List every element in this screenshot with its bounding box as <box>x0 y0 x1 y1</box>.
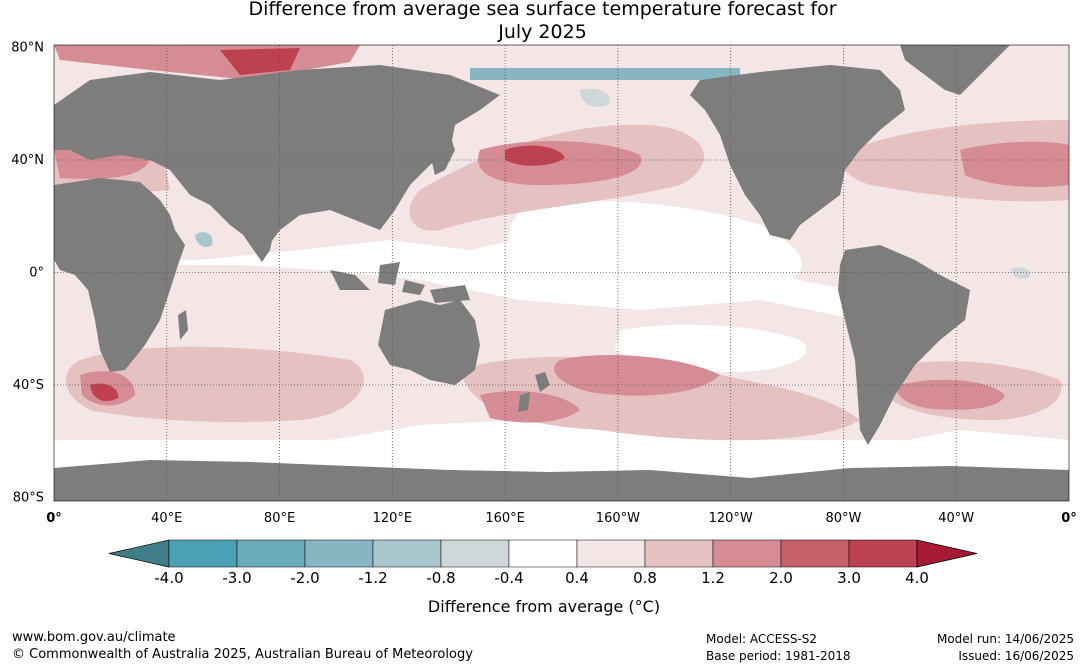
anomaly-zone <box>505 145 565 166</box>
longitude-labels: 0° 40°E 80°E 120°E 160°E 160°W 120°W 80°W 40°W 0° <box>46 511 1077 526</box>
land-madagascar <box>178 310 188 340</box>
land-india <box>235 212 275 262</box>
colorbar-bin <box>372 539 442 568</box>
colorbar-bin <box>644 539 714 568</box>
colorbar-tick-label: -0.4 <box>494 569 523 587</box>
colorbar-tick-label: 4.0 <box>905 569 929 587</box>
latitude-label: 0° <box>29 266 44 281</box>
land-antarctica <box>54 460 1069 501</box>
latitude-label: 80°N <box>11 41 44 56</box>
land-indonesia <box>330 262 470 303</box>
chart-title: Difference from average sea surface temp… <box>0 0 1085 44</box>
latitude-label: 80°S <box>13 491 44 506</box>
colorbar-bin <box>780 539 850 568</box>
colorbar-bin <box>304 539 374 568</box>
colorbar-tick-label: 1.2 <box>701 569 725 587</box>
colorbar-bin <box>168 539 238 568</box>
colorbar-tick-label: 0.4 <box>565 569 589 587</box>
anomaly-zone <box>90 383 119 402</box>
anomaly-zone <box>66 346 364 422</box>
issued-text: Issued: 16/06/2025 <box>958 649 1074 663</box>
base-period-text: Base period: 1981-2018 <box>706 649 851 663</box>
anomaly-zone <box>897 379 1005 410</box>
colorbar: -4.0 -3.0 -2.0 -1.2 -0.8 -0.4 0.4 0.8 1.2 2.0 3.0 4… <box>108 539 978 587</box>
longitude-label: 160°W <box>596 511 640 526</box>
land-eurasia <box>54 65 500 250</box>
land-greenland <box>900 45 1010 95</box>
title-line-1: Difference from average sea surface temp… <box>248 0 837 20</box>
longitude-label: 120°W <box>709 511 753 526</box>
colorbar-min-arrow <box>108 539 170 568</box>
land-new-zealand <box>518 372 550 412</box>
longitude-label: 80°E <box>264 511 295 526</box>
latitude-label: 40°S <box>13 378 44 393</box>
latitude-label: 40°N <box>11 153 44 168</box>
colorbar-bin <box>508 539 578 568</box>
anomaly-zone <box>554 355 720 396</box>
colorbar-tick-label: -0.8 <box>426 569 455 587</box>
anomaly-zone <box>220 48 300 75</box>
longitude-label: 0° <box>1061 511 1077 526</box>
land-masses <box>54 45 1069 501</box>
longitude-label: 160°E <box>485 511 525 526</box>
copyright-text: © Commonwealth of Australia 2025, Austra… <box>12 647 473 662</box>
land-australia <box>378 300 480 385</box>
colorbar-tick-label: -1.2 <box>358 569 387 587</box>
colorbar-tick-label: -3.0 <box>222 569 251 587</box>
longitude-label: 120°E <box>373 511 413 526</box>
land-south-america <box>838 245 970 445</box>
website-text: www.bom.gov.au/climate <box>12 630 176 645</box>
longitude-label: 80°W <box>825 511 861 526</box>
anomaly-zone <box>960 141 1069 187</box>
colorbar-tick-label: -2.0 <box>290 569 319 587</box>
model-text: Model: ACCESS-S2 <box>706 632 818 646</box>
land-africa <box>54 178 185 372</box>
model-run-text: Model run: 14/06/2025 <box>936 632 1074 646</box>
colorbar-bin <box>236 539 306 568</box>
longitude-label: 40°W <box>938 511 974 526</box>
colorbar-tick-label: 0.8 <box>633 569 657 587</box>
longitude-label: 40°E <box>151 511 182 526</box>
land-japan <box>432 135 455 175</box>
graticule <box>54 45 1069 501</box>
near-average-zone <box>508 201 802 295</box>
colorbar-tick-label: 3.0 <box>837 569 861 587</box>
cool-anomaly-zone <box>195 232 213 247</box>
colorbar-bin <box>712 539 782 568</box>
longitude-label: 0° <box>46 511 62 526</box>
title-line-2: July 2025 <box>498 21 587 43</box>
cool-anomaly-zone <box>470 68 740 80</box>
land-north-america <box>690 65 905 240</box>
colorbar-bin <box>848 539 918 568</box>
colorbar-tick-label: -4.0 <box>154 569 183 587</box>
latitude-labels: 80°N 40°N 0° 40°S 80°S <box>11 41 44 506</box>
colorbar-bin <box>440 539 510 568</box>
colorbar-max-arrow <box>916 539 978 568</box>
colorbar-bin <box>576 539 646 568</box>
map-border <box>53 44 1070 502</box>
colorbar-tick-label: 2.0 <box>769 569 793 587</box>
colorbar-label: Difference from average (°C) <box>428 597 660 616</box>
cool-anomaly-zone <box>580 88 610 107</box>
